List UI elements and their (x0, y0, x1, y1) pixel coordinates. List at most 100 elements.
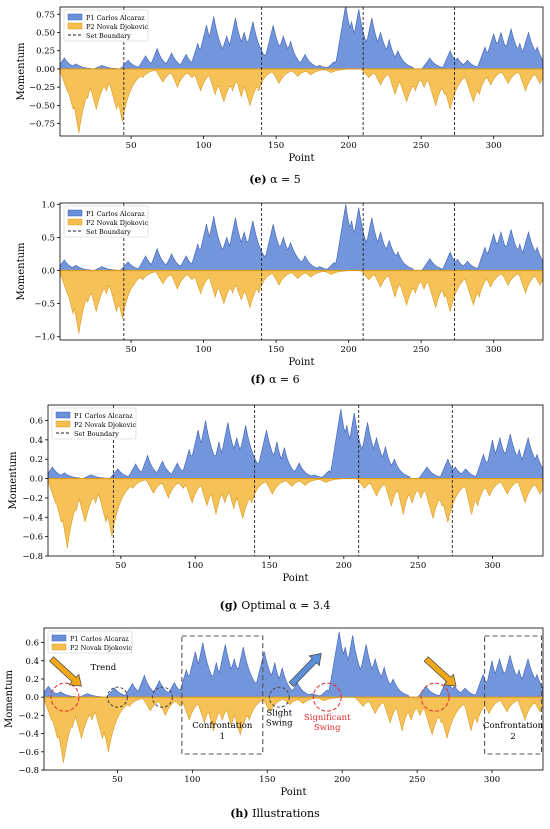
y-tick-label: 0.75 (36, 10, 55, 20)
x-tick-label: 200 (341, 141, 357, 151)
annotation-line: 2 (510, 732, 515, 742)
series-p1-area (48, 408, 543, 479)
legend-swatch-p1 (67, 209, 83, 217)
x-tick-label: 300 (484, 561, 500, 571)
legend-label-p1: P1 Carlos Alcaraz (70, 635, 129, 643)
series-p2-area (60, 270, 543, 334)
x-tick-label: 150 (259, 775, 275, 785)
x-tick-label: 250 (410, 561, 426, 571)
annotation-line: Slight (266, 708, 292, 718)
plot-area (60, 7, 543, 136)
legend-label-boundary: Set Boundary (86, 228, 131, 236)
y-tick-label: 0.50 (36, 29, 55, 39)
x-tick-label: 150 (268, 345, 284, 355)
y-tick-label: −0.8 (18, 766, 39, 776)
confrontation-1-label: Confrontation 1 (192, 721, 253, 742)
significant-swing-circle (50, 682, 80, 712)
x-tick-label: 200 (334, 775, 350, 785)
slight-swing-label: Slight Swing (266, 708, 293, 728)
x-tick-label: 50 (126, 345, 137, 355)
y-tick-label: 0.6 (29, 416, 43, 426)
legend-label-boundary: Set Boundary (74, 430, 119, 438)
y-tick-label: −0.4 (22, 513, 43, 523)
legend-label-p1: P1 Carlos Alcaraz (74, 412, 133, 420)
x-axis-label: Point (288, 153, 314, 164)
caption-letter: (g) (220, 599, 238, 612)
trend-label: Trend (90, 663, 116, 673)
caption-text: α = 5 (267, 173, 301, 186)
slight-swing-circle (106, 686, 128, 708)
y-tick-label: −0.6 (18, 748, 39, 758)
y-tick-label: 0.2 (29, 455, 43, 465)
x-tick-label: 300 (486, 141, 502, 151)
slight-swing-circle (268, 686, 290, 708)
y-tick-label: −0.6 (22, 533, 43, 543)
annotation-line: 1 (220, 732, 225, 742)
slight-swing-circle (151, 686, 173, 708)
trend-arrow-left-shape (48, 656, 82, 687)
y-tick-label: 0.25 (36, 47, 55, 57)
series-p1-area (60, 204, 543, 271)
y-tick-label: −0.5 (34, 300, 55, 310)
x-tick-label: 50 (115, 561, 126, 571)
x-tick-label: 300 (484, 775, 500, 785)
swing-arrow-up-shape (288, 653, 322, 688)
plot-area (60, 203, 543, 340)
confrontation-1-box (181, 635, 264, 755)
significant-swing-label: Significant Swing (304, 713, 351, 733)
x-tick-label: 150 (261, 561, 277, 571)
y-tick-label: 0.4 (29, 436, 43, 446)
significant-swing-circle (312, 682, 342, 712)
legend-swatch-p2 (51, 643, 67, 651)
caption-letter: (e) (249, 173, 266, 186)
y-tick-label: 0.0 (41, 267, 55, 277)
x-tick-label: 50 (112, 775, 123, 785)
legend-label-boundary: Set Boundary (86, 32, 131, 40)
annotation-line: Confrontation (483, 721, 544, 731)
plot-frame (43, 627, 544, 771)
chart-panel-g: 50 100 150 200 250 300 −0.8 −0.6 −0.4 −0.2 0.0 0.2 0… (8, 404, 544, 584)
panel-caption: (f) α = 6 (250, 373, 299, 386)
plot-frame (47, 404, 544, 557)
legend-label-p1: P1 Carlos Alcaraz (86, 14, 145, 22)
x-tick-label: 250 (413, 345, 429, 355)
legend-box (47, 630, 133, 654)
legend-label-p1: P1 Carlos Alcaraz (86, 210, 145, 218)
x-tick-label: 100 (187, 561, 203, 571)
swing-arrow-up (288, 653, 322, 688)
y-tick-label: −0.75 (29, 120, 55, 130)
x-tick-label: 100 (195, 345, 211, 355)
y-tick-label: 0.6 (25, 639, 39, 649)
trend-arrow-right-shape (423, 656, 457, 687)
y-tick-label: 0.4 (25, 657, 39, 667)
y-tick-label: −0.4 (18, 730, 39, 740)
legend-swatch-p2 (67, 22, 83, 30)
annotation-line: Swing (266, 718, 293, 728)
x-tick-label: 250 (413, 141, 429, 151)
x-tick-label: 50 (126, 141, 137, 151)
y-axis-label: Momentum (4, 669, 15, 728)
x-tick-label: 200 (341, 345, 357, 355)
y-tick-label: −0.25 (29, 83, 55, 93)
legend-box (51, 407, 137, 440)
chart-panel-e: 50 100 150 200 250 300 −0.75 −0.50 −0.25 0.00 0.25… (16, 6, 544, 164)
x-axis-label: Point (282, 573, 308, 584)
legend-box (63, 205, 149, 238)
plot-frame (59, 6, 544, 137)
y-tick-label: −0.2 (18, 711, 39, 721)
legend-swatch-p1 (51, 634, 67, 642)
annotation-line: Confrontation (192, 721, 253, 731)
significant-swing-circle (420, 682, 450, 712)
x-axis-label: Point (280, 787, 306, 798)
chart-panel-f: 50 100 150 200 250 300 −1.0 −0.5 0.0 0.5 1.0 Point M… (16, 200, 544, 368)
y-tick-label: −1.0 (34, 333, 55, 343)
legend-swatch-p2 (67, 218, 83, 226)
y-axis-label: Momentum (16, 42, 27, 101)
legend-swatch-p1 (55, 411, 71, 419)
x-tick-label: 100 (195, 141, 211, 151)
x-axis-label: Point (288, 357, 314, 368)
y-tick-label: 0.5 (41, 233, 55, 243)
caption-letter: (f) (250, 373, 265, 386)
